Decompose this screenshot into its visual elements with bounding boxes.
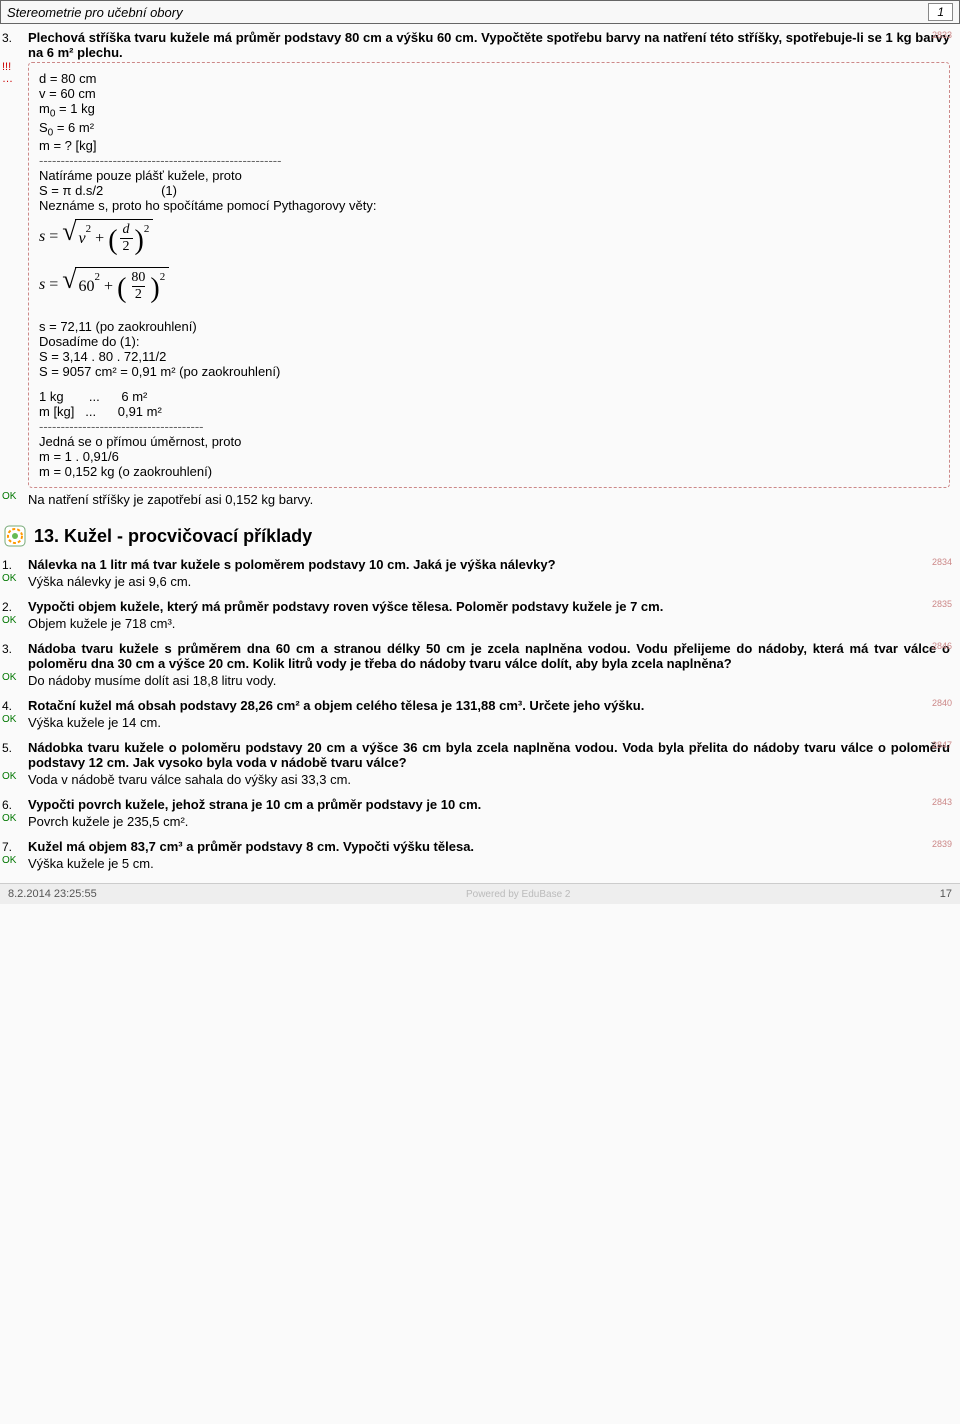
- warning-dots: …: [2, 73, 13, 85]
- ok-marker: OK: [2, 770, 28, 782]
- problem-number: 2.: [2, 599, 28, 614]
- step-eq: S = π d.s/2 (1): [39, 183, 939, 198]
- problem-number: 3.: [2, 30, 28, 45]
- section-title: 13. Kužel - procvičovací příklady: [34, 526, 312, 547]
- page-footer: 8.2.2014 23:25:55 Powered by EduBase 2 1…: [0, 883, 960, 904]
- problem-number: 3.: [2, 641, 28, 656]
- step-text: Dosadíme do (1):: [39, 334, 939, 349]
- problem-id: 2846: [932, 641, 952, 651]
- problem-answer: Do nádoby musíme dolít asi 18,8 litru vo…: [28, 673, 958, 688]
- ok-marker: OK: [2, 854, 28, 866]
- problem-id: 2834: [932, 557, 952, 567]
- given-line: m = ? [kg]: [39, 138, 939, 153]
- problem-id: 2843: [932, 797, 952, 807]
- problem-id: 2835: [932, 599, 952, 609]
- problem-answer: Objem kužele je 718 cm³.: [28, 616, 958, 631]
- problem-id: 2847: [932, 740, 952, 750]
- section-icon: [4, 525, 26, 547]
- practice-problem: 2846 3.Nádoba tvaru kužele s průměrem dna…: [2, 641, 958, 688]
- problem-question: Vypočti povrch kužele, jehož strana je 1…: [28, 797, 958, 812]
- page-header: Stereometrie pro učební obory 1: [0, 0, 960, 24]
- problem-question: Kužel má objem 83,7 cm³ a průměr podstav…: [28, 839, 958, 854]
- practice-problem: 2839 7.Kužel má objem 83,7 cm³ a průměr p…: [2, 839, 958, 871]
- problem-answer: Voda v nádobě tvaru válce sahala do výšk…: [28, 772, 958, 787]
- problem-answer: Výška kužele je 14 cm.: [28, 715, 958, 730]
- practice-problem: 2847 5.Nádobka tvaru kužele o poloměru po…: [2, 740, 958, 787]
- footer-timestamp: 8.2.2014 23:25:55: [8, 888, 97, 900]
- problem-number: 1.: [2, 557, 28, 572]
- problem-number: 6.: [2, 797, 28, 812]
- problem-question: Nádobka tvaru kužele o poloměru podstavy…: [28, 740, 958, 770]
- given-line: v = 60 cm: [39, 86, 939, 101]
- problem-id: 2839: [932, 839, 952, 849]
- problem-answer: Povrch kužele je 235,5 cm².: [28, 814, 958, 829]
- problem-question: Nálevka na 1 litr má tvar kužele s polom…: [28, 557, 958, 572]
- header-title: Stereometrie pro učební obory: [7, 5, 183, 20]
- problem-id: 2840: [932, 698, 952, 708]
- result-line: m = 0,152 kg (o zaokrouhlení): [39, 464, 939, 479]
- step-eq: m = 1 . 0,91/6: [39, 449, 939, 464]
- given-line: d = 80 cm: [39, 71, 939, 86]
- result-line: S = 9057 cm² = 0,91 m² (po zaokrouhlení): [39, 364, 939, 379]
- ok-marker: OK: [2, 572, 28, 584]
- problem-answer: Výška nálevky je asi 9,6 cm.: [28, 574, 958, 589]
- practice-problem: 2840 4.Rotační kužel má obsah podstavy 28…: [2, 698, 958, 730]
- separator: ----------------------------------------…: [39, 153, 939, 168]
- formula-pythagoras-symbolic: s = √ v2 + ( d 2 )2: [39, 219, 153, 255]
- practice-problem: 2835 2.Vypočti objem kužele, který má prů…: [2, 599, 958, 631]
- practice-problem: 2843 6.Vypočti povrch kužele, jehož stran…: [2, 797, 958, 829]
- problem-3-main: 2833 3. Plechová stříška tvaru kužele má…: [2, 30, 958, 507]
- formula-pythagoras-numeric: s = √ 602 + ( 80 2 )2: [39, 267, 169, 303]
- problem-number: 5.: [2, 740, 28, 755]
- problem-question: Nádoba tvaru kužele s průměrem dna 60 cm…: [28, 641, 958, 671]
- step-eq: S = 3,14 . 80 . 72,11/2: [39, 349, 939, 364]
- problem-answer: Výška kužele je 5 cm.: [28, 856, 958, 871]
- problem-question: Rotační kužel má obsah podstavy 28,26 cm…: [28, 698, 958, 713]
- given-line: S0 = 6 m²: [39, 120, 939, 139]
- warning-text: !!!: [2, 61, 11, 73]
- problem-question: Plechová stříška tvaru kužele má průměr …: [28, 30, 958, 60]
- given-line: m0 = 1 kg: [39, 101, 939, 120]
- result-line: s = 72,11 (po zaokrouhlení): [39, 319, 939, 334]
- solution-box: d = 80 cm v = 60 cm m0 = 1 kg S0 = 6 m² …: [28, 62, 950, 488]
- proportion-line: m [kg] ... 0,91 m²: [39, 404, 939, 419]
- ok-marker: OK: [2, 490, 28, 502]
- footer-credit: Powered by EduBase 2: [466, 889, 571, 900]
- ok-marker: OK: [2, 614, 28, 626]
- problem-number: 7.: [2, 839, 28, 854]
- footer-page: 17: [940, 888, 952, 900]
- practice-problem: 2834 1.Nálevka na 1 litr má tvar kužele s…: [2, 557, 958, 589]
- step-text: Neznáme s, proto ho spočítáme pomocí Pyt…: [39, 198, 939, 213]
- ok-marker: OK: [2, 713, 28, 725]
- problem-number: 4.: [2, 698, 28, 713]
- separator: --------------------------------------: [39, 419, 939, 434]
- step-text: Jedná se o přímou úměrnost, proto: [39, 434, 939, 449]
- section-heading: 13. Kužel - procvičovací příklady: [4, 525, 956, 547]
- problem-question: Vypočti objem kužele, který má průměr po…: [28, 599, 958, 614]
- proportion-line: 1 kg ... 6 m²: [39, 389, 939, 404]
- problem-id: 2833: [932, 30, 952, 40]
- step-text: Natíráme pouze plášť kužele, proto: [39, 168, 939, 183]
- header-page-number: 1: [928, 3, 953, 21]
- ok-marker: OK: [2, 671, 28, 683]
- final-answer: Na natření stříšky je zapotřebí asi 0,15…: [28, 492, 958, 507]
- warning-marker: !!! …: [2, 60, 28, 85]
- ok-marker: OK: [2, 812, 28, 824]
